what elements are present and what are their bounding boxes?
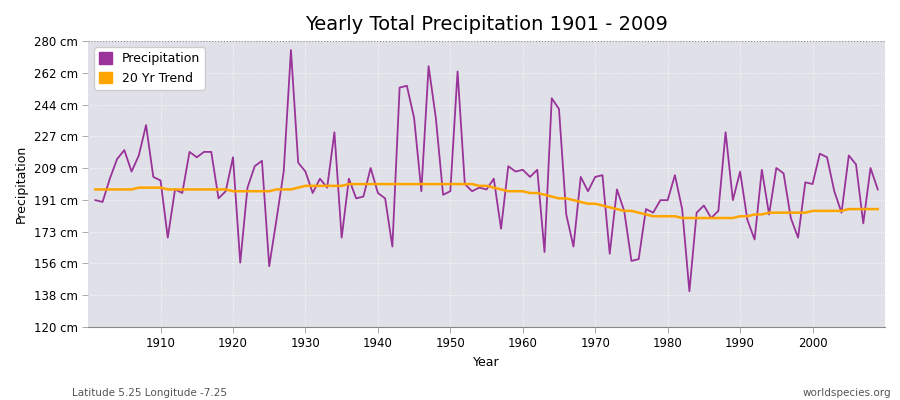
Line: 20 Yr Trend: 20 Yr Trend [95, 184, 878, 218]
Text: Latitude 5.25 Longitude -7.25: Latitude 5.25 Longitude -7.25 [72, 388, 227, 398]
Precipitation [148, 174, 158, 179]
Precipitation [684, 289, 695, 294]
20 Yr Trend [525, 191, 535, 196]
20 Yr Trend [358, 182, 369, 186]
Text: worldspecies.org: worldspecies.org [803, 388, 891, 398]
20 Yr Trend [518, 189, 528, 194]
Precipitation [314, 176, 325, 181]
Precipitation [358, 194, 369, 199]
Precipitation [285, 48, 296, 52]
Precipitation [525, 174, 535, 179]
Legend: Precipitation, 20 Yr Trend: Precipitation, 20 Yr Trend [94, 47, 205, 90]
20 Yr Trend [344, 182, 355, 186]
20 Yr Trend [90, 187, 101, 192]
20 Yr Trend [148, 185, 158, 190]
Precipitation [872, 187, 883, 192]
Precipitation [90, 198, 101, 202]
X-axis label: Year: Year [473, 356, 500, 369]
Precipitation [518, 167, 528, 172]
Title: Yearly Total Precipitation 1901 - 2009: Yearly Total Precipitation 1901 - 2009 [305, 15, 668, 34]
Line: Precipitation: Precipitation [95, 50, 878, 291]
20 Yr Trend [307, 184, 318, 188]
20 Yr Trend [612, 207, 623, 212]
Precipitation [612, 187, 623, 192]
Y-axis label: Precipitation: Precipitation [15, 145, 28, 223]
20 Yr Trend [872, 207, 883, 212]
20 Yr Trend [677, 216, 688, 220]
